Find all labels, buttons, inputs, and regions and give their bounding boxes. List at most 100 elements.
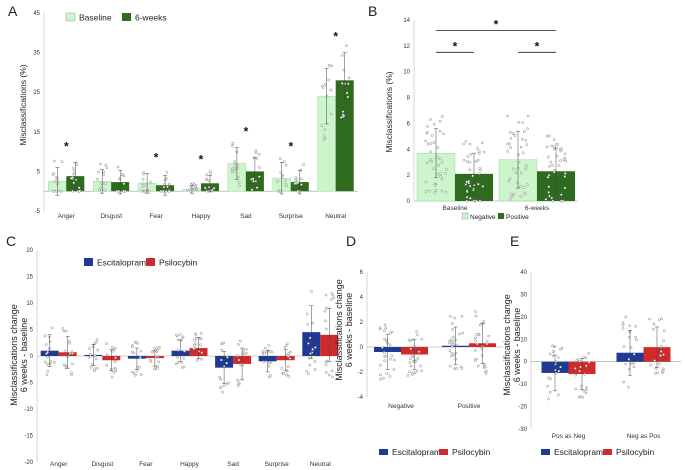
data-point [71, 167, 75, 170]
data-point [432, 141, 436, 144]
category-label-disgust: Disgust [100, 213, 122, 220]
data-point [409, 347, 412, 351]
y-tick-label: 4 [407, 147, 411, 153]
data-point [557, 356, 560, 359]
data-point [261, 350, 265, 353]
data-point [449, 364, 452, 368]
data-point [233, 162, 236, 166]
panel-letter-a: A [8, 3, 18, 19]
category-label-anger: Anger [50, 461, 68, 468]
data-point [231, 141, 235, 145]
data-point [511, 167, 515, 171]
data-point [46, 355, 49, 359]
data-point [513, 134, 517, 137]
data-point [136, 342, 139, 345]
data-point [122, 189, 125, 193]
data-point [485, 342, 489, 346]
data-point [378, 326, 382, 329]
data-point [220, 348, 224, 352]
legend-label-psilocybin-e: Psilocybin [616, 447, 655, 457]
legend-label-negative: Negative [470, 214, 496, 221]
data-point [115, 189, 119, 193]
data-point [139, 373, 143, 376]
data-point [627, 385, 630, 389]
y-tick-label: -15 [24, 434, 33, 440]
legend-swatch-negative [461, 212, 469, 220]
data-point [455, 367, 459, 370]
data-point [547, 191, 550, 194]
data-point [289, 350, 292, 354]
data-point [428, 158, 432, 161]
data-point [408, 361, 412, 364]
data-point [653, 359, 656, 362]
data-point [320, 124, 324, 127]
data-point [478, 172, 481, 175]
data-point [209, 172, 212, 175]
data-point [111, 346, 114, 349]
panel-b: B Misclassifications (%) Negative Positi… [368, 3, 578, 221]
data-point [285, 184, 288, 188]
data-point [138, 365, 141, 369]
data-point [465, 180, 468, 184]
data-point [324, 327, 328, 331]
data-point [250, 188, 254, 192]
data-point [141, 182, 144, 185]
panel-b-legend: Negative Positive [461, 212, 529, 221]
data-point [627, 358, 631, 361]
data-point [95, 341, 98, 344]
data-point [194, 333, 198, 336]
data-point [161, 189, 165, 193]
data-point [345, 91, 349, 95]
category-label-surprise: Surprise [265, 461, 290, 468]
data-point [413, 360, 417, 363]
data-point [509, 137, 513, 140]
data-point [461, 331, 464, 335]
data-point [284, 179, 287, 182]
data-point [559, 149, 563, 153]
data-point [322, 138, 326, 141]
data-point [64, 329, 68, 333]
data-point [506, 114, 509, 118]
data-point [223, 384, 226, 388]
data-point [232, 170, 236, 173]
y-tick-label: 15 [33, 130, 40, 136]
data-point [98, 188, 101, 192]
legend-label-escitalopram-d: Escitalopram [392, 447, 441, 457]
data-point [269, 374, 272, 377]
data-point [148, 358, 152, 362]
data-point [480, 141, 484, 145]
y-tick-label: 12 [403, 44, 410, 50]
data-point [189, 189, 192, 193]
legend-swatch-psilocybin [146, 258, 155, 266]
data-point [196, 359, 199, 362]
data-point [557, 369, 561, 373]
data-point [255, 186, 259, 190]
data-point [288, 357, 292, 360]
data-point [408, 339, 412, 343]
data-point [278, 157, 282, 160]
data-point [313, 368, 317, 371]
data-point [409, 364, 413, 368]
data-point [468, 168, 471, 172]
data-point [176, 361, 180, 365]
data-point [182, 365, 186, 369]
significance-star: * [494, 17, 499, 31]
data-point [412, 371, 415, 375]
category-label-surprise: Surprise [279, 213, 304, 220]
data-point [434, 188, 438, 192]
data-point [233, 160, 236, 163]
data-point [63, 349, 67, 353]
category-label-sad: Sad [227, 461, 239, 468]
data-point [460, 366, 464, 370]
data-point [150, 350, 154, 354]
data-point [649, 363, 652, 367]
data-point [622, 345, 626, 348]
data-point [96, 367, 99, 370]
data-point [207, 185, 211, 189]
data-point [132, 371, 136, 375]
data-point [624, 315, 628, 319]
data-point [72, 181, 76, 185]
data-point [507, 179, 511, 183]
data-point [468, 142, 472, 146]
data-point [130, 370, 134, 374]
